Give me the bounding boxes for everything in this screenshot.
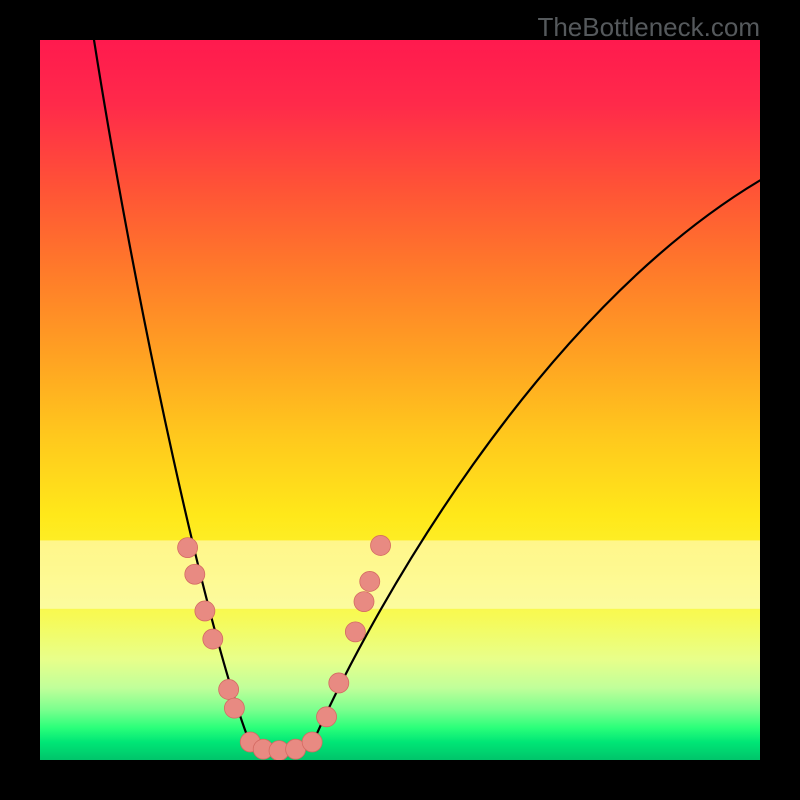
data-marker [203, 629, 223, 649]
data-marker [224, 698, 244, 718]
data-marker [178, 538, 198, 558]
chart-root: TheBottleneck.com [0, 0, 800, 800]
gradient-background [40, 40, 760, 760]
data-marker [317, 707, 337, 727]
data-marker [329, 673, 349, 693]
watermark-text: TheBottleneck.com [537, 12, 760, 43]
data-marker [185, 564, 205, 584]
data-marker [371, 535, 391, 555]
data-marker [195, 601, 215, 621]
data-marker [219, 679, 239, 699]
data-marker [345, 622, 365, 642]
chart-svg [0, 0, 800, 800]
data-marker [360, 571, 380, 591]
data-marker [354, 592, 374, 612]
data-marker [302, 732, 322, 752]
